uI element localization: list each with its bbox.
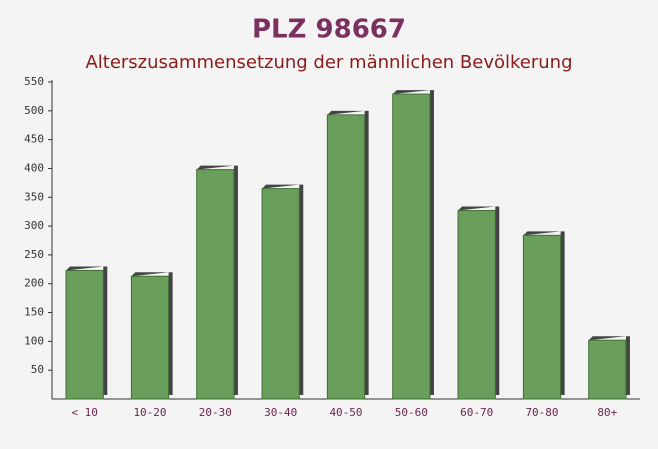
y-tick-label: 500 [24,104,44,117]
x-tick-label: 80+ [597,406,617,419]
x-tick-label: < 10 [71,406,98,419]
y-tick-label: 550 [24,75,44,88]
y-tick-label: 250 [24,248,44,261]
bar [588,339,627,400]
x-tick-label: 40-50 [329,406,362,419]
chart-subtitle: Alterszusammensetzung der männlichen Bev… [85,52,572,73]
x-tick-label: 20-30 [199,406,232,419]
y-tick-label: 150 [24,306,44,319]
x-tick-label: 70-80 [525,406,558,419]
chart-title: PLZ 98667 [252,15,406,45]
bar [261,188,300,400]
bar [457,210,496,400]
bar [392,93,431,400]
y-tick-label: 200 [24,277,44,290]
y-tick-label: 50 [31,363,44,376]
x-tick-label: 10-20 [133,406,166,419]
y-tick-label: 100 [24,334,44,347]
y-tick-label: 400 [24,161,44,174]
bar [65,269,104,400]
bar [130,275,170,400]
y-tick-label: 350 [24,190,44,203]
y-tick-label: 300 [24,219,44,232]
bar [326,114,366,400]
bar [196,169,235,400]
x-tick-label: 30-40 [264,406,297,419]
y-tick-label: 450 [24,133,44,146]
x-tick-label: 50-60 [395,406,428,419]
bar [522,234,562,400]
x-tick-label: 60-70 [460,406,493,419]
